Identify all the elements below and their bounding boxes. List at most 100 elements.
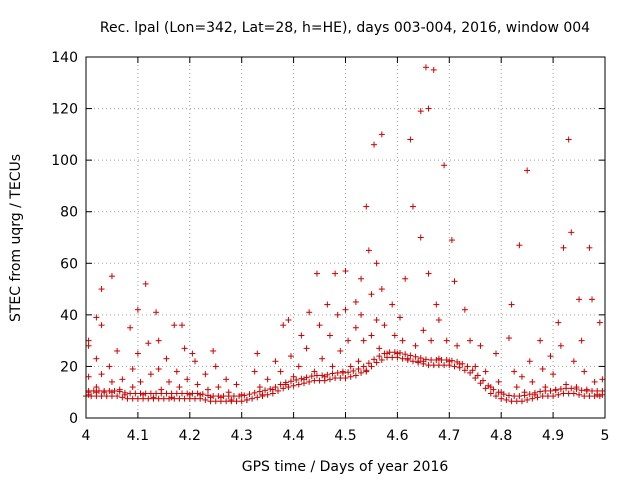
data-point xyxy=(495,389,502,396)
data-point xyxy=(129,366,136,373)
data-point xyxy=(371,141,378,148)
data-point xyxy=(454,342,461,349)
data-point xyxy=(176,395,183,402)
data-point xyxy=(204,392,211,399)
data-point xyxy=(179,390,186,397)
data-point xyxy=(129,384,136,391)
x-tick-label: 5 xyxy=(601,428,610,444)
data-point xyxy=(358,311,365,318)
data-point xyxy=(477,342,484,349)
data-point xyxy=(412,353,419,360)
data-point xyxy=(95,387,102,394)
y-tick-label: 100 xyxy=(51,153,78,169)
data-point xyxy=(373,260,380,267)
data-point xyxy=(581,393,588,400)
data-point xyxy=(85,387,92,394)
data-point xyxy=(461,367,468,374)
data-point xyxy=(513,384,520,391)
data-point xyxy=(236,393,243,400)
data-point xyxy=(467,369,474,376)
data-point xyxy=(526,358,533,365)
data-point xyxy=(249,395,256,402)
data-point xyxy=(124,395,131,402)
data-point xyxy=(264,376,271,383)
data-point xyxy=(166,395,173,402)
data-point xyxy=(347,373,354,380)
data-point xyxy=(173,390,180,397)
x-tick-label: 4.1 xyxy=(127,428,149,444)
data-point xyxy=(594,387,601,394)
data-point xyxy=(212,363,219,370)
data-point xyxy=(563,385,570,392)
data-point xyxy=(163,355,170,362)
data-point xyxy=(480,377,487,384)
x-tick-label: 4.3 xyxy=(231,428,253,444)
data-point xyxy=(456,364,463,371)
data-point xyxy=(420,360,427,367)
data-point xyxy=(290,373,297,380)
data-point xyxy=(433,301,440,308)
data-point xyxy=(599,376,606,383)
data-point xyxy=(88,393,95,400)
data-point xyxy=(238,398,245,405)
data-point xyxy=(358,275,365,282)
data-point xyxy=(153,309,160,316)
data-point xyxy=(316,377,323,384)
data-point xyxy=(557,385,564,392)
data-point xyxy=(368,291,375,298)
data-point xyxy=(378,286,385,293)
data-point xyxy=(256,388,263,395)
data-point xyxy=(371,356,378,363)
data-point xyxy=(103,393,110,400)
data-point xyxy=(448,357,455,364)
data-point xyxy=(251,368,258,375)
data-point xyxy=(454,358,461,365)
data-point xyxy=(114,393,121,400)
data-point xyxy=(425,362,432,369)
data-point xyxy=(365,360,372,367)
data-point xyxy=(570,390,577,397)
data-point xyxy=(381,322,388,329)
data-point xyxy=(329,363,336,370)
data-point xyxy=(90,387,97,394)
x-tick-label: 4.5 xyxy=(334,428,356,444)
data-point xyxy=(114,347,121,354)
x-tick-label: 4.7 xyxy=(438,428,460,444)
data-point xyxy=(155,337,162,344)
data-point xyxy=(171,395,178,402)
data-point xyxy=(106,387,113,394)
data-point xyxy=(417,234,424,241)
data-point xyxy=(547,353,554,360)
data-point xyxy=(498,395,505,402)
data-point xyxy=(526,391,533,398)
data-point xyxy=(233,398,240,405)
data-point xyxy=(220,393,227,400)
data-point xyxy=(433,356,440,363)
grid xyxy=(86,57,605,418)
data-point xyxy=(591,393,598,400)
data-point xyxy=(557,342,564,349)
data-point xyxy=(210,393,217,400)
data-point xyxy=(518,373,525,380)
data-point xyxy=(389,354,396,361)
data-point xyxy=(147,390,154,397)
y-axis-ticks: 0 20 40 60 80 100 120 140 xyxy=(51,50,605,427)
data-point xyxy=(342,268,349,275)
data-point xyxy=(277,368,284,375)
data-point xyxy=(560,244,567,251)
data-point xyxy=(409,358,416,365)
data-point xyxy=(277,381,284,388)
data-point xyxy=(324,371,331,378)
data-point xyxy=(415,359,422,366)
data-point xyxy=(119,394,126,401)
data-point xyxy=(578,337,585,344)
data-point xyxy=(179,322,186,329)
data-point xyxy=(155,366,162,373)
data-point xyxy=(568,229,575,236)
data-point xyxy=(441,362,448,369)
data-point xyxy=(555,391,562,398)
data-point xyxy=(298,375,305,382)
data-point xyxy=(85,342,92,349)
data-point xyxy=(360,337,367,344)
